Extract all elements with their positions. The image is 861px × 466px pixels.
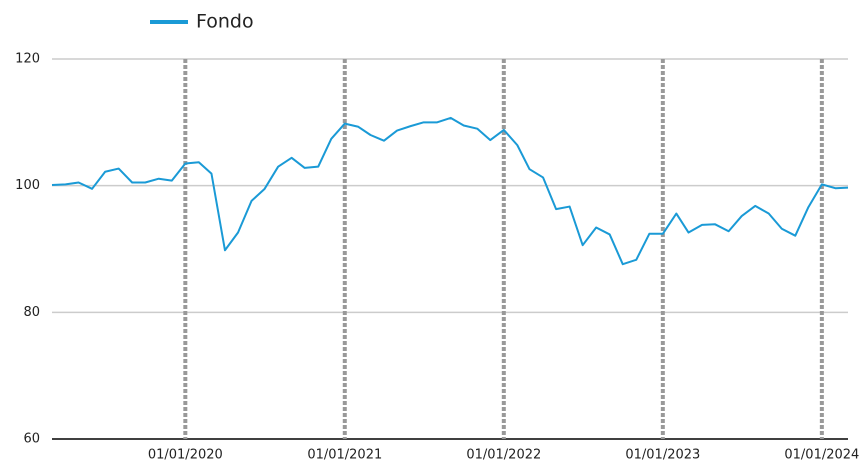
- legend-label: Fondo: [196, 11, 254, 33]
- x-tick-label: 01/01/2022: [466, 448, 541, 463]
- x-tick-label: 01/01/2021: [307, 448, 382, 463]
- x-tick-label: 01/01/2020: [148, 448, 223, 463]
- x-tick-label: 01/01/2024: [784, 448, 859, 463]
- series-line: [51, 116, 849, 266]
- y-tick-label: 80: [23, 305, 40, 320]
- x-tick-label: 01/01/2023: [625, 448, 700, 463]
- y-tick-label: 120: [15, 52, 40, 67]
- y-tick-label: 100: [15, 178, 40, 193]
- y-tick-label: 60: [23, 432, 40, 447]
